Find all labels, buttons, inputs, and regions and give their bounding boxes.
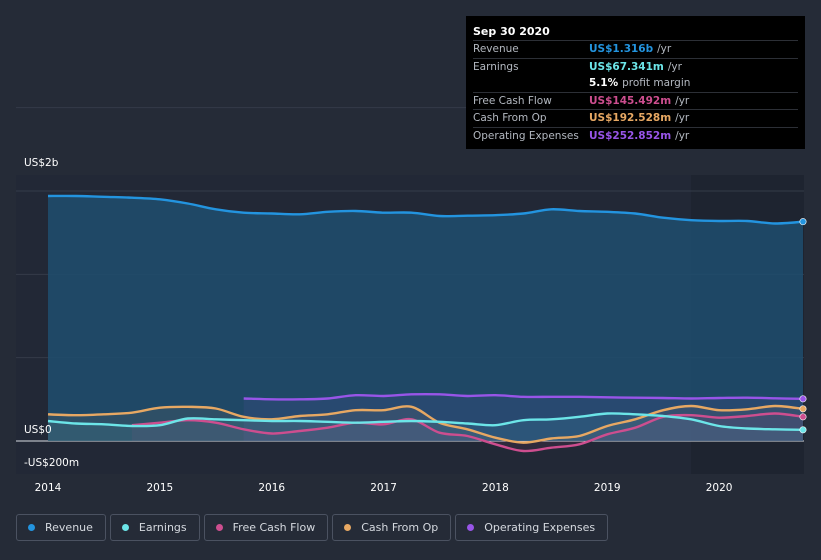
tooltip-label: Earnings: [473, 60, 519, 73]
tooltip-label: Cash From Op: [473, 112, 547, 125]
tooltip-unit: /yr: [675, 129, 690, 142]
free-cash-flow-end-point: [799, 413, 807, 421]
tooltip-panel: Sep 30 2020 Revenue US$1.316b /yr Earnin…: [466, 16, 805, 149]
cash-from-op-end-point: [799, 405, 807, 413]
tooltip-value: US$67.341m: [589, 60, 664, 73]
tooltip-value: US$145.492m: [589, 94, 672, 107]
tooltip-value: US$252.852m: [589, 129, 672, 142]
tooltip-unit: /yr: [667, 60, 682, 73]
tooltip-label: Operating Expenses: [473, 129, 579, 142]
y-tick-label: -US$200m: [24, 457, 79, 469]
x-tick-label: 2015: [146, 482, 173, 494]
y-tick-label: US$2b: [24, 157, 59, 169]
tooltip-row-earnings: Earnings US$67.341m /yr: [473, 57, 798, 76]
legend-item-free-cash-flow[interactable]: Free Cash Flow: [203, 514, 329, 541]
legend-dot-icon: [467, 524, 475, 531]
legend-item-cash-from-op[interactable]: Cash From Op: [332, 514, 452, 541]
legend: Revenue Earnings Free Cash Flow Cash Fro…: [16, 514, 609, 541]
y-tick-label: US$0: [24, 424, 52, 436]
operating-expenses-end-point: [799, 395, 807, 403]
tooltip-date: Sep 30 2020: [473, 25, 550, 38]
revenue-area: [48, 195, 803, 441]
free-cash-flow-line: [131, 412, 804, 453]
tooltip-label: Free Cash Flow: [473, 94, 552, 107]
tooltip-value: US$1.316b: [589, 43, 654, 55]
x-tick-label: 2014: [35, 482, 62, 494]
tooltip-unit: /yr: [657, 43, 672, 55]
legend-label: Operating Expenses: [484, 521, 596, 534]
legend-dot-icon: [121, 524, 129, 531]
x-tick-label: 2016: [258, 482, 285, 494]
legend-item-earnings[interactable]: Earnings: [109, 514, 200, 541]
profit-margin-value: 5.1%: [589, 77, 619, 90]
profit-margin-label: profit margin: [622, 77, 691, 90]
tooltip-value: US$192.528m: [589, 112, 672, 125]
legend-dot-icon: [344, 524, 352, 531]
legend-item-revenue[interactable]: Revenue: [16, 514, 106, 541]
operating-expenses-line: [243, 392, 804, 401]
legend-item-operating-expenses[interactable]: Operating Expenses: [455, 514, 609, 541]
legend-label: Revenue: [45, 521, 93, 534]
legend-dot-icon: [215, 524, 223, 531]
tooltip-row-margin: 5.1% profit margin: [473, 75, 798, 92]
tooltip-row-revenue: Revenue US$1.316b /yr: [473, 40, 798, 58]
tooltip-row-free-cash-flow: Free Cash Flow US$145.492m /yr: [473, 91, 798, 110]
x-tick-label: 2018: [482, 482, 509, 494]
cash-from-op-line: [47, 404, 804, 444]
x-tick-label: 2019: [594, 482, 621, 494]
tooltip-unit: /yr: [675, 112, 690, 125]
revenue-line: [47, 194, 804, 225]
legend-dot-icon: [28, 524, 35, 531]
revenue-end-point: [799, 218, 807, 226]
tooltip-row-cash-from-op: Cash From Op US$192.528m /yr: [473, 109, 798, 127]
tooltip-unit: /yr: [675, 94, 690, 107]
x-tick-label: 2017: [370, 482, 397, 494]
earnings-end-point: [799, 426, 807, 434]
x-tick-label: 2020: [706, 482, 733, 494]
tooltip-row-operating-expenses: Operating Expenses US$252.852m /yr: [473, 126, 798, 145]
legend-label: Free Cash Flow: [232, 521, 316, 534]
legend-label: Cash From Op: [361, 521, 439, 534]
operating-expenses-area: [243, 394, 803, 441]
tooltip-label: Revenue: [473, 43, 519, 55]
earnings-line: [47, 412, 804, 431]
legend-label: Earnings: [138, 521, 187, 534]
